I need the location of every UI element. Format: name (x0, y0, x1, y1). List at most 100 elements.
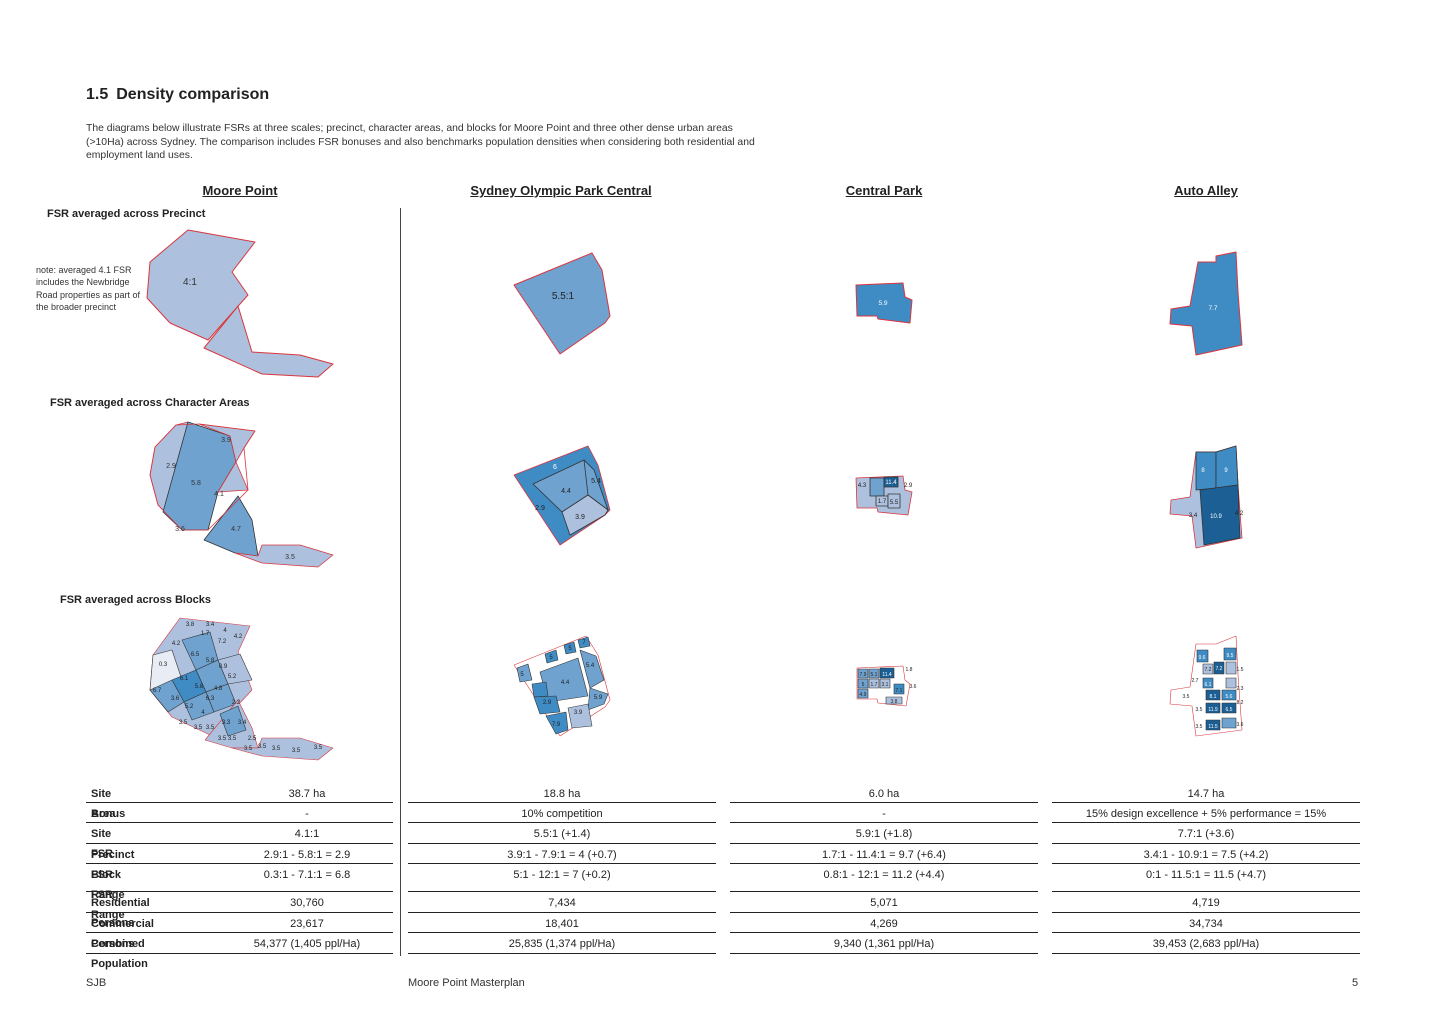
sop-block-label: 3.9 (574, 710, 583, 716)
row-label-precinct: FSR averaged across Precinct (47, 208, 206, 220)
table-rule (1052, 891, 1360, 892)
central-block-label: 3.1 (882, 682, 889, 688)
auto-precinct-label: 7.7 (1208, 305, 1217, 312)
moore-precinct-map: 4:1 (146, 229, 334, 378)
moore-block-label: 0.3 (159, 662, 168, 668)
auto-blocks-map: 9.6 7.2 9.5 7.2 1.5 2.7 6.1 2.3 3.5 8.1 … (1169, 635, 1244, 737)
auto-block (1196, 649, 1209, 663)
auto-block-label: 7.2 (1205, 667, 1212, 673)
auto-block (1205, 689, 1221, 701)
table-rule (86, 843, 393, 844)
moore-char-label: 4.1 (214, 491, 224, 498)
sop-precinct-shape (513, 252, 611, 355)
moore-block-label: 3.5 (244, 746, 253, 752)
section-title: 1.5 Density comparison (86, 86, 269, 104)
auto-precinct-shape (1169, 251, 1243, 356)
moore-block (219, 705, 247, 737)
moore-value: 23,617 (290, 918, 324, 930)
sop-block (563, 641, 577, 655)
sop-value: 5:1 - 12:1 = 7 (+0.2) (513, 869, 611, 881)
central-char-label: 11.4 (885, 480, 897, 486)
moore-char-area-east (217, 461, 249, 493)
footer-document-title: Moore Point Masterplan (408, 977, 525, 989)
sop-block (545, 711, 569, 735)
moore-block-label: 4.8 (214, 686, 223, 692)
central-block (857, 668, 869, 679)
table-rule (408, 932, 716, 933)
moore-char-label: 2.9 (166, 463, 176, 470)
moore-block-label: 3.6 (171, 696, 180, 702)
moore-block-label: 5.2 (185, 704, 194, 710)
auto-block-label: 11.9 (1208, 707, 1218, 713)
sop-block-label: 5.4 (586, 663, 595, 669)
sop-block (516, 663, 533, 683)
sop-block-label: 5 (520, 672, 524, 678)
sop-value: 18.8 ha (543, 788, 581, 800)
moore-char-label: 3.6 (175, 526, 185, 533)
moore-block-label: 6.1 (180, 676, 189, 682)
moore-value: 38.7 ha (288, 788, 326, 800)
moore-block-label: 2.5 (248, 736, 257, 742)
auto-block-label: 8.1 (1210, 694, 1217, 700)
table-rule (1052, 953, 1360, 954)
footer-page-number: 5 (1352, 977, 1359, 989)
auto-char-label: 8 (1201, 468, 1205, 474)
auto-char-label: 10.9 (1210, 514, 1222, 520)
table-rule (86, 863, 393, 864)
auto-value: 3.4:1 - 10.9:1 = 7.5 (+4.2) (1143, 849, 1269, 861)
moore-block-label: 3.5 (272, 746, 281, 752)
auto-block-label: 2.3 (1237, 686, 1244, 692)
table-rule (1052, 843, 1360, 844)
table-rule (730, 932, 1038, 933)
auto-block (1205, 719, 1221, 731)
moore-precinct-label: 4:1 (183, 277, 197, 288)
auto-block (1221, 717, 1237, 729)
moore-blocks-tail (231, 737, 334, 761)
moore-value: 30,760 (290, 897, 324, 909)
auto-block-label: 3.5 (1196, 724, 1203, 730)
moore-char-outline-north (149, 423, 256, 531)
sop-block-label: 5 (549, 655, 553, 661)
footer-brand: SJB (86, 977, 107, 989)
auto-char-area (1215, 445, 1239, 489)
sop-block (567, 703, 593, 729)
moore-block-label: 3.4 (206, 622, 215, 628)
table-rule (86, 822, 393, 823)
central-char-label: 5.5 (890, 500, 899, 506)
auto-block (1225, 677, 1237, 689)
central-block (857, 678, 869, 689)
auto-block-label: 8.2 (1237, 700, 1244, 706)
moore-block-label: 5.8 (195, 684, 204, 690)
moore-value: 54,377 (1,405 ppl/Ha) (253, 938, 361, 950)
auto-value: 7.7:1 (+3.6) (1177, 828, 1235, 840)
sop-value: 5.5:1 (+1.4) (533, 828, 591, 840)
auto-block (1213, 661, 1225, 675)
table-rule (1052, 822, 1360, 823)
sop-blocks-map: 5 5 7 5.4 4.4 5 3.9 2.9 5.9 7.9 (513, 635, 611, 737)
central-char-label: 2.9 (904, 483, 913, 489)
table-rule (86, 912, 393, 913)
central-value: 6.0 ha (868, 788, 900, 800)
central-char-block (883, 476, 899, 488)
moore-block (217, 653, 253, 685)
sop-char-label: 2.9 (535, 505, 545, 512)
auto-block (1223, 647, 1237, 661)
auto-block-label: 9.6 (1199, 655, 1206, 661)
auto-character-map: 8 9 3.4 10.9 4.2 (1169, 445, 1244, 549)
moore-precinct-shape-north (146, 229, 256, 341)
table-rule (1052, 912, 1360, 913)
auto-block (1205, 702, 1221, 714)
sop-block (587, 687, 609, 711)
density-maps: 4:1 5.5:1 5.9 7.7 3.9 2.9 5.8 (146, 229, 1244, 761)
auto-block-label: 11.5 (1208, 724, 1218, 730)
auto-block-label: 6.5 (1226, 707, 1233, 713)
auto-block-label: 7.2 (1216, 666, 1223, 672)
auto-value: 34,734 (1189, 918, 1223, 930)
auto-block-label: 5.6 (1226, 694, 1233, 700)
central-block (893, 683, 905, 695)
auto-block-label: 2.7 (1192, 678, 1199, 684)
central-value: 5,071 (870, 897, 898, 909)
central-block (868, 668, 880, 679)
moore-block-label: 3.8 (186, 622, 195, 628)
column-heading-sydney-olympic-park: Sydney Olympic Park Central (470, 183, 652, 198)
